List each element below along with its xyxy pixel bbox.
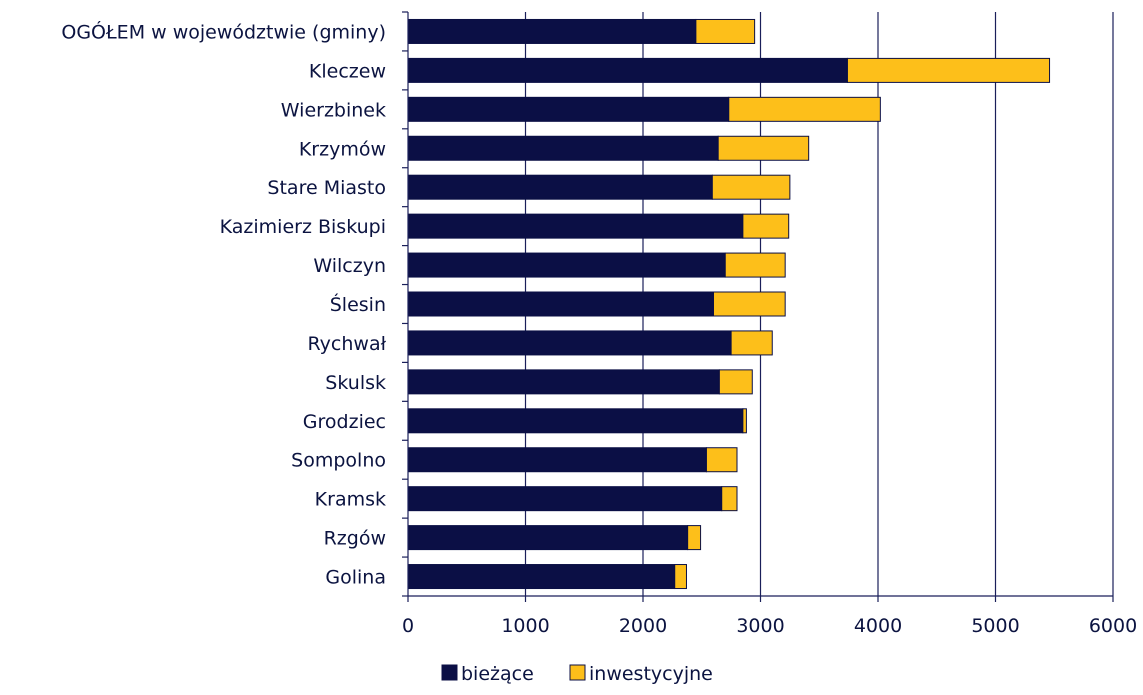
bar-biezace bbox=[407, 252, 726, 278]
legend-label-inwestycyjne: inwestycyjne bbox=[589, 663, 713, 685]
category-label: Sompolno bbox=[291, 450, 386, 472]
bar-biezace bbox=[407, 18, 697, 44]
category-label: Ślesin bbox=[330, 292, 386, 316]
x-tick-label: 6000 bbox=[1089, 615, 1137, 637]
legend: bieżące inwestycyjne bbox=[441, 663, 713, 685]
bar-biezace bbox=[407, 57, 848, 83]
category-label: Wilczyn bbox=[313, 255, 386, 277]
category-label: Skulsk bbox=[325, 372, 386, 394]
bar-inwestycyjne bbox=[718, 369, 753, 395]
bar-biezace bbox=[407, 174, 713, 200]
category-label: Stare Miasto bbox=[267, 177, 386, 199]
x-tick-label: 1000 bbox=[501, 615, 549, 637]
bar-inwestycyjne bbox=[742, 213, 790, 239]
legend-swatch-biezace bbox=[441, 664, 458, 681]
legend-swatch-inwestycyjne bbox=[569, 664, 586, 681]
bar-inwestycyjne bbox=[717, 135, 810, 161]
bar-inwestycyjne bbox=[695, 18, 756, 44]
axis-layer bbox=[402, 11, 1114, 602]
bar-biezace bbox=[407, 96, 730, 122]
category-label: Golina bbox=[325, 567, 386, 589]
category-label: Kleczew bbox=[309, 60, 386, 82]
bar-biezace bbox=[407, 486, 723, 512]
category-label: Wierzbinek bbox=[281, 99, 386, 121]
bar-inwestycyjne bbox=[742, 408, 747, 434]
bar-inwestycyjne bbox=[724, 252, 786, 278]
bar-biezace bbox=[407, 330, 732, 356]
category-label: Kazimierz Biskupi bbox=[220, 216, 386, 238]
bar-inwestycyjne bbox=[846, 57, 1051, 83]
category-label: Krzymów bbox=[299, 138, 386, 160]
bar-inwestycyjne bbox=[713, 291, 786, 317]
bar-inwestycyjne bbox=[730, 330, 773, 356]
x-tick-label: 3000 bbox=[736, 615, 784, 637]
bar-inwestycyjne bbox=[711, 174, 791, 200]
x-tick-label: 5000 bbox=[971, 615, 1019, 637]
bar-inwestycyjne bbox=[674, 564, 687, 590]
bar-inwestycyjne bbox=[721, 486, 738, 512]
bar-biezace bbox=[407, 447, 707, 473]
labels-layer: 0 1000 2000 3000 4000 5000 6000 OGÓŁEM w wojewó… bbox=[61, 19, 1137, 637]
bar-biezace bbox=[407, 369, 720, 395]
category-label: Rychwał bbox=[308, 333, 387, 355]
x-tick-label: 2000 bbox=[619, 615, 667, 637]
bar-biezace bbox=[407, 564, 676, 590]
x-tick-label: 4000 bbox=[854, 615, 902, 637]
bar-biezace bbox=[407, 408, 744, 434]
bars-layer bbox=[407, 18, 1051, 590]
category-label: Rzgów bbox=[324, 528, 386, 550]
bar-inwestycyjne bbox=[687, 525, 702, 551]
category-label: OGÓŁEM w województwie (gminy) bbox=[61, 19, 386, 43]
category-label: Kramsk bbox=[315, 489, 386, 511]
x-tick-label: 0 bbox=[402, 615, 414, 637]
bar-inwestycyjne bbox=[705, 447, 738, 473]
bar-inwestycyjne bbox=[728, 96, 881, 122]
bar-biezace bbox=[407, 213, 744, 239]
bar-biezace bbox=[407, 525, 689, 551]
legend-label-biezace: bieżące bbox=[461, 663, 534, 685]
bar-biezace bbox=[407, 291, 714, 317]
category-label: Grodziec bbox=[303, 411, 386, 433]
bar-biezace bbox=[407, 135, 719, 161]
